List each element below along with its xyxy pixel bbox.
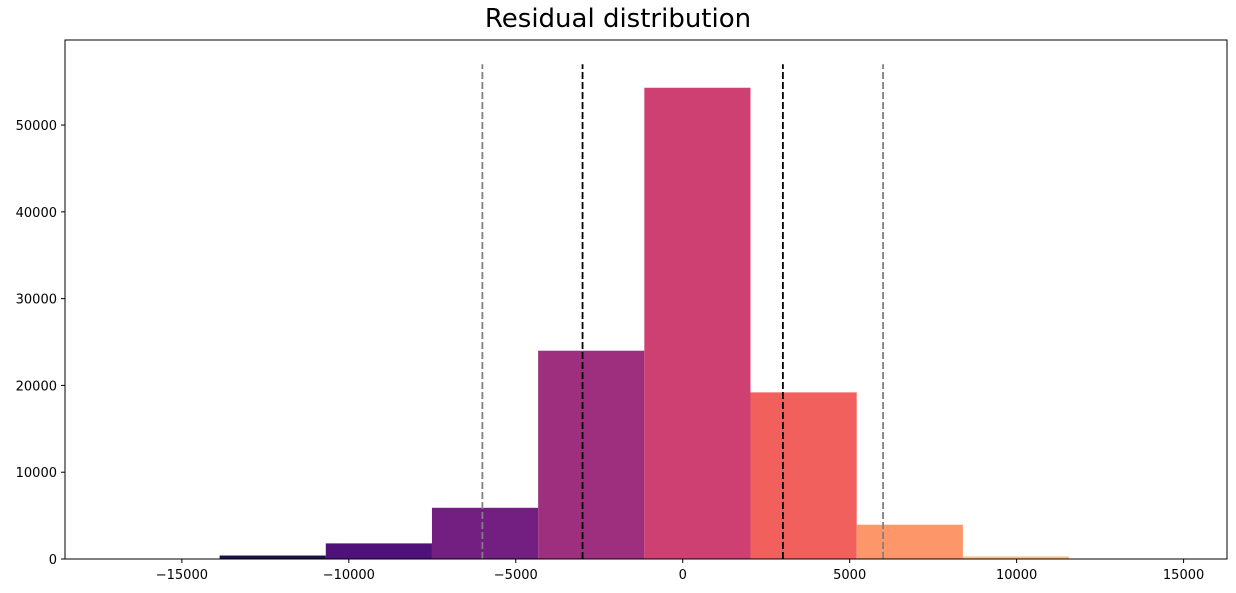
histogram-bar-8 xyxy=(962,556,1070,559)
x-tick-label: −10000 xyxy=(323,568,375,583)
y-tick-label: 20000 xyxy=(16,379,57,394)
x-tick-label: 15000 xyxy=(1163,568,1204,583)
reference-lines-layer xyxy=(481,64,884,559)
histogram-bar-2 xyxy=(325,543,432,559)
histogram-bar-4 xyxy=(538,350,645,559)
x-tick-label: −15000 xyxy=(156,568,208,583)
histogram-bar-3 xyxy=(431,507,539,559)
x-tick-label: −5000 xyxy=(494,568,538,583)
histogram-bar-6 xyxy=(750,392,857,559)
x-tick-label: 10000 xyxy=(996,568,1037,583)
x-tick-label: 0 xyxy=(679,568,687,583)
chart-title: Residual distribution xyxy=(484,4,752,34)
histogram-bar-5 xyxy=(644,87,751,559)
y-tick-label: 30000 xyxy=(16,293,57,308)
histogram-bar-7 xyxy=(856,524,963,559)
y-tick-label: 50000 xyxy=(16,119,57,134)
x-axis: −15000 −10000 −5000 0 5000 10000 15000 xyxy=(156,559,1204,583)
plot-frame xyxy=(64,39,1228,560)
y-tick-label: 10000 xyxy=(16,466,57,481)
bars-layer xyxy=(113,87,1176,559)
y-tick-label: 40000 xyxy=(16,206,57,221)
x-tick-label: 5000 xyxy=(833,568,866,583)
y-tick-label: 0 xyxy=(49,553,57,568)
histogram-bar-1 xyxy=(219,555,326,559)
y-axis: 0 10000 20000 30000 40000 50000 xyxy=(16,119,65,568)
